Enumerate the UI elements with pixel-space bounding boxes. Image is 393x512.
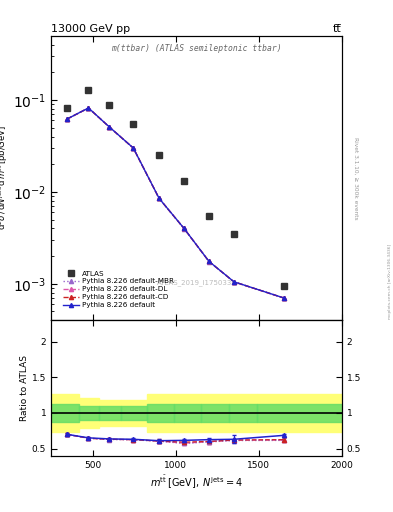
Bar: [201, 394, 229, 432]
Pythia 8.226 default-MBR: [157, 196, 162, 202]
Pythia 8.226 default: [64, 116, 69, 122]
Line: Pythia 8.226 default-MBR: Pythia 8.226 default-MBR: [65, 106, 286, 300]
Pythia 8.226 default-MBR: [207, 259, 211, 265]
ATLAS: [182, 178, 186, 184]
Pythia 8.226 default-CD: [131, 145, 136, 151]
Bar: [79, 398, 99, 428]
Line: Pythia 8.226 default-CD: Pythia 8.226 default-CD: [65, 106, 286, 300]
Text: m(ttbar) (ATLAS semileptonic ttbar): m(ttbar) (ATLAS semileptonic ttbar): [111, 45, 282, 53]
Pythia 8.226 default-CD: [182, 225, 186, 231]
Bar: [99, 400, 121, 426]
Pythia 8.226 default-CD: [157, 195, 162, 201]
Bar: [147, 403, 174, 422]
Pythia 8.226 default-DL: [64, 116, 69, 122]
ATLAS: [131, 121, 136, 127]
Bar: [121, 400, 147, 426]
Pythia 8.226 default-CD: [207, 259, 211, 265]
Line: Pythia 8.226 default: Pythia 8.226 default: [65, 106, 286, 300]
Pythia 8.226 default-DL: [182, 225, 186, 231]
Pythia 8.226 default-MBR: [281, 295, 286, 301]
Bar: [51, 403, 79, 422]
ATLAS: [231, 231, 236, 237]
Bar: [257, 394, 342, 432]
Y-axis label: Ratio to ATLAS: Ratio to ATLAS: [20, 355, 29, 421]
ATLAS: [107, 102, 112, 108]
Text: tt̅: tt̅: [333, 24, 342, 34]
ATLAS: [64, 105, 69, 111]
Pythia 8.226 default-DL: [86, 105, 91, 111]
Pythia 8.226 default: [207, 259, 211, 265]
Bar: [229, 394, 257, 432]
Pythia 8.226 default-MBR: [86, 105, 91, 111]
Pythia 8.226 default-DL: [131, 145, 136, 151]
Text: mcplots.cern.ch [arXiv:1306.3436]: mcplots.cern.ch [arXiv:1306.3436]: [388, 244, 392, 319]
Pythia 8.226 default: [182, 225, 186, 231]
ATLAS: [207, 212, 211, 219]
Pythia 8.226 default: [281, 295, 286, 301]
X-axis label: $m^{\mathrm{t\bar{t}}}\,[\mathrm{GeV}],\;N^{\mathrm{jets}}=4$: $m^{\mathrm{t\bar{t}}}\,[\mathrm{GeV}],\…: [150, 474, 243, 490]
Pythia 8.226 default: [131, 145, 136, 151]
Pythia 8.226 default-DL: [231, 279, 236, 285]
Legend: ATLAS, Pythia 8.226 default-MBR, Pythia 8.226 default-DL, Pythia 8.226 default-C: ATLAS, Pythia 8.226 default-MBR, Pythia …: [61, 268, 177, 311]
Bar: [201, 403, 229, 422]
Bar: [229, 403, 257, 422]
Pythia 8.226 default-CD: [231, 279, 236, 285]
Pythia 8.226 default-MBR: [64, 116, 69, 122]
ATLAS: [281, 283, 286, 289]
Y-axis label: Rivet 3.1.10, ≥ 300k events: Rivet 3.1.10, ≥ 300k events: [353, 137, 358, 219]
Bar: [79, 406, 99, 420]
Pythia 8.226 default: [231, 279, 236, 285]
Bar: [147, 394, 174, 432]
Pythia 8.226 default-CD: [107, 124, 112, 130]
Pythia 8.226 default-DL: [107, 124, 112, 130]
Bar: [99, 406, 121, 420]
Bar: [174, 394, 201, 432]
ATLAS: [86, 87, 91, 93]
Bar: [121, 406, 147, 420]
Bar: [257, 403, 342, 422]
Pythia 8.226 default-DL: [281, 295, 286, 301]
Pythia 8.226 default: [86, 105, 91, 111]
Pythia 8.226 default-DL: [207, 259, 211, 265]
ATLAS: [157, 152, 162, 158]
Line: ATLAS: ATLAS: [64, 87, 286, 289]
Pythia 8.226 default-CD: [64, 116, 69, 122]
Text: 13000 GeV pp: 13000 GeV pp: [51, 24, 130, 34]
Pythia 8.226 default-MBR: [182, 225, 186, 231]
Pythia 8.226 default-CD: [281, 295, 286, 301]
Pythia 8.226 default: [157, 195, 162, 201]
Text: ATLAS_2019_I1750330: ATLAS_2019_I1750330: [156, 280, 237, 286]
Bar: [51, 394, 79, 432]
Pythia 8.226 default: [107, 124, 112, 130]
Bar: [174, 403, 201, 422]
Pythia 8.226 default-CD: [86, 105, 91, 111]
Pythia 8.226 default-MBR: [131, 145, 136, 151]
Pythia 8.226 default-MBR: [231, 279, 236, 285]
Line: Pythia 8.226 default-DL: Pythia 8.226 default-DL: [65, 106, 286, 300]
Pythia 8.226 default-DL: [157, 196, 162, 202]
Y-axis label: $\mathrm{d}^2\sigma\,/\,\mathrm{d}N^\mathrm{jets}\,\mathrm{d}\,m^{\mathrm{t\bar{: $\mathrm{d}^2\sigma\,/\,\mathrm{d}N^\mat…: [0, 125, 10, 230]
Pythia 8.226 default-MBR: [107, 124, 112, 130]
